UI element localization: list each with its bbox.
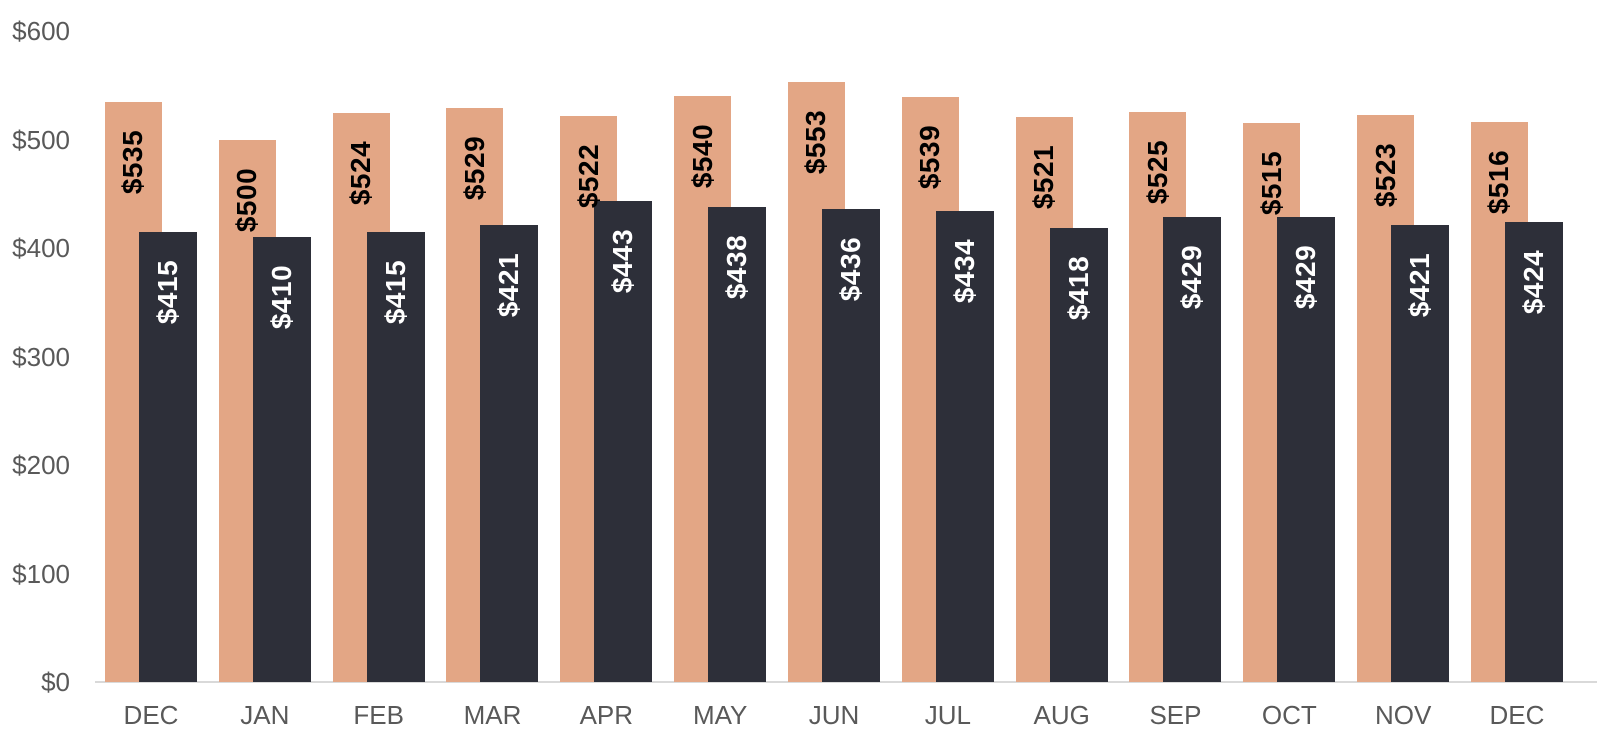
x-axis-label-5-may: MAY [692, 700, 748, 730]
bar-dark-bars-8-aug [1049, 228, 1108, 682]
y-axis-tick-label: $600 [12, 16, 70, 46]
bar-dark-bars-5-may [708, 206, 767, 682]
bar-dark-bars-7-jul [935, 211, 994, 682]
x-axis-label-11-nov: NOV [1374, 700, 1432, 730]
x-axis-label-3-mar: MAR [463, 700, 522, 730]
bar-dark-bars-3-mar [480, 225, 539, 682]
bar-dark-bars-11-nov [1391, 225, 1450, 682]
y-axis-tick-label: $300 [12, 341, 70, 372]
y-axis-tick-label: $0 [41, 667, 70, 697]
bar-dark-bars-10-oct [1277, 216, 1336, 682]
y-axis-tick-label: $200 [12, 450, 70, 480]
x-axis-label-2-feb: FEB [353, 700, 404, 730]
bar-dark-bars-6-jun [821, 208, 880, 682]
bar-dark-bars-2-feb [366, 231, 425, 682]
x-axis-label-1-jan: JAN [240, 700, 290, 730]
x-axis-label-10-oct: OCT [1261, 700, 1317, 730]
x-axis-label-7-jul: JUL [924, 700, 971, 730]
x-axis-baseline [95, 681, 1597, 683]
y-axis-tick-label: $400 [12, 233, 70, 263]
x-axis-label-6-jun: JUN [808, 700, 860, 730]
x-axis-label-12-dec: DEC [1489, 700, 1545, 730]
bar-dark-bars-9-sep [1163, 216, 1222, 682]
bar-dark-bars-1-jan [252, 237, 311, 682]
x-axis-label-9-sep: SEP [1149, 700, 1202, 730]
bar-dark-bars-0-dec [139, 231, 197, 682]
x-axis-label-8-aug: AUG [1033, 700, 1090, 730]
y-axis-tick-label: $100 [12, 558, 70, 589]
bar-dark-bars-12-dec [1504, 221, 1563, 682]
y-axis-tick-label: $500 [12, 124, 70, 155]
x-axis-label-4-apr: APR [579, 700, 634, 730]
bar-dark-bars-4-apr [594, 201, 653, 682]
x-axis-label-0-dec: DEC [123, 700, 179, 730]
